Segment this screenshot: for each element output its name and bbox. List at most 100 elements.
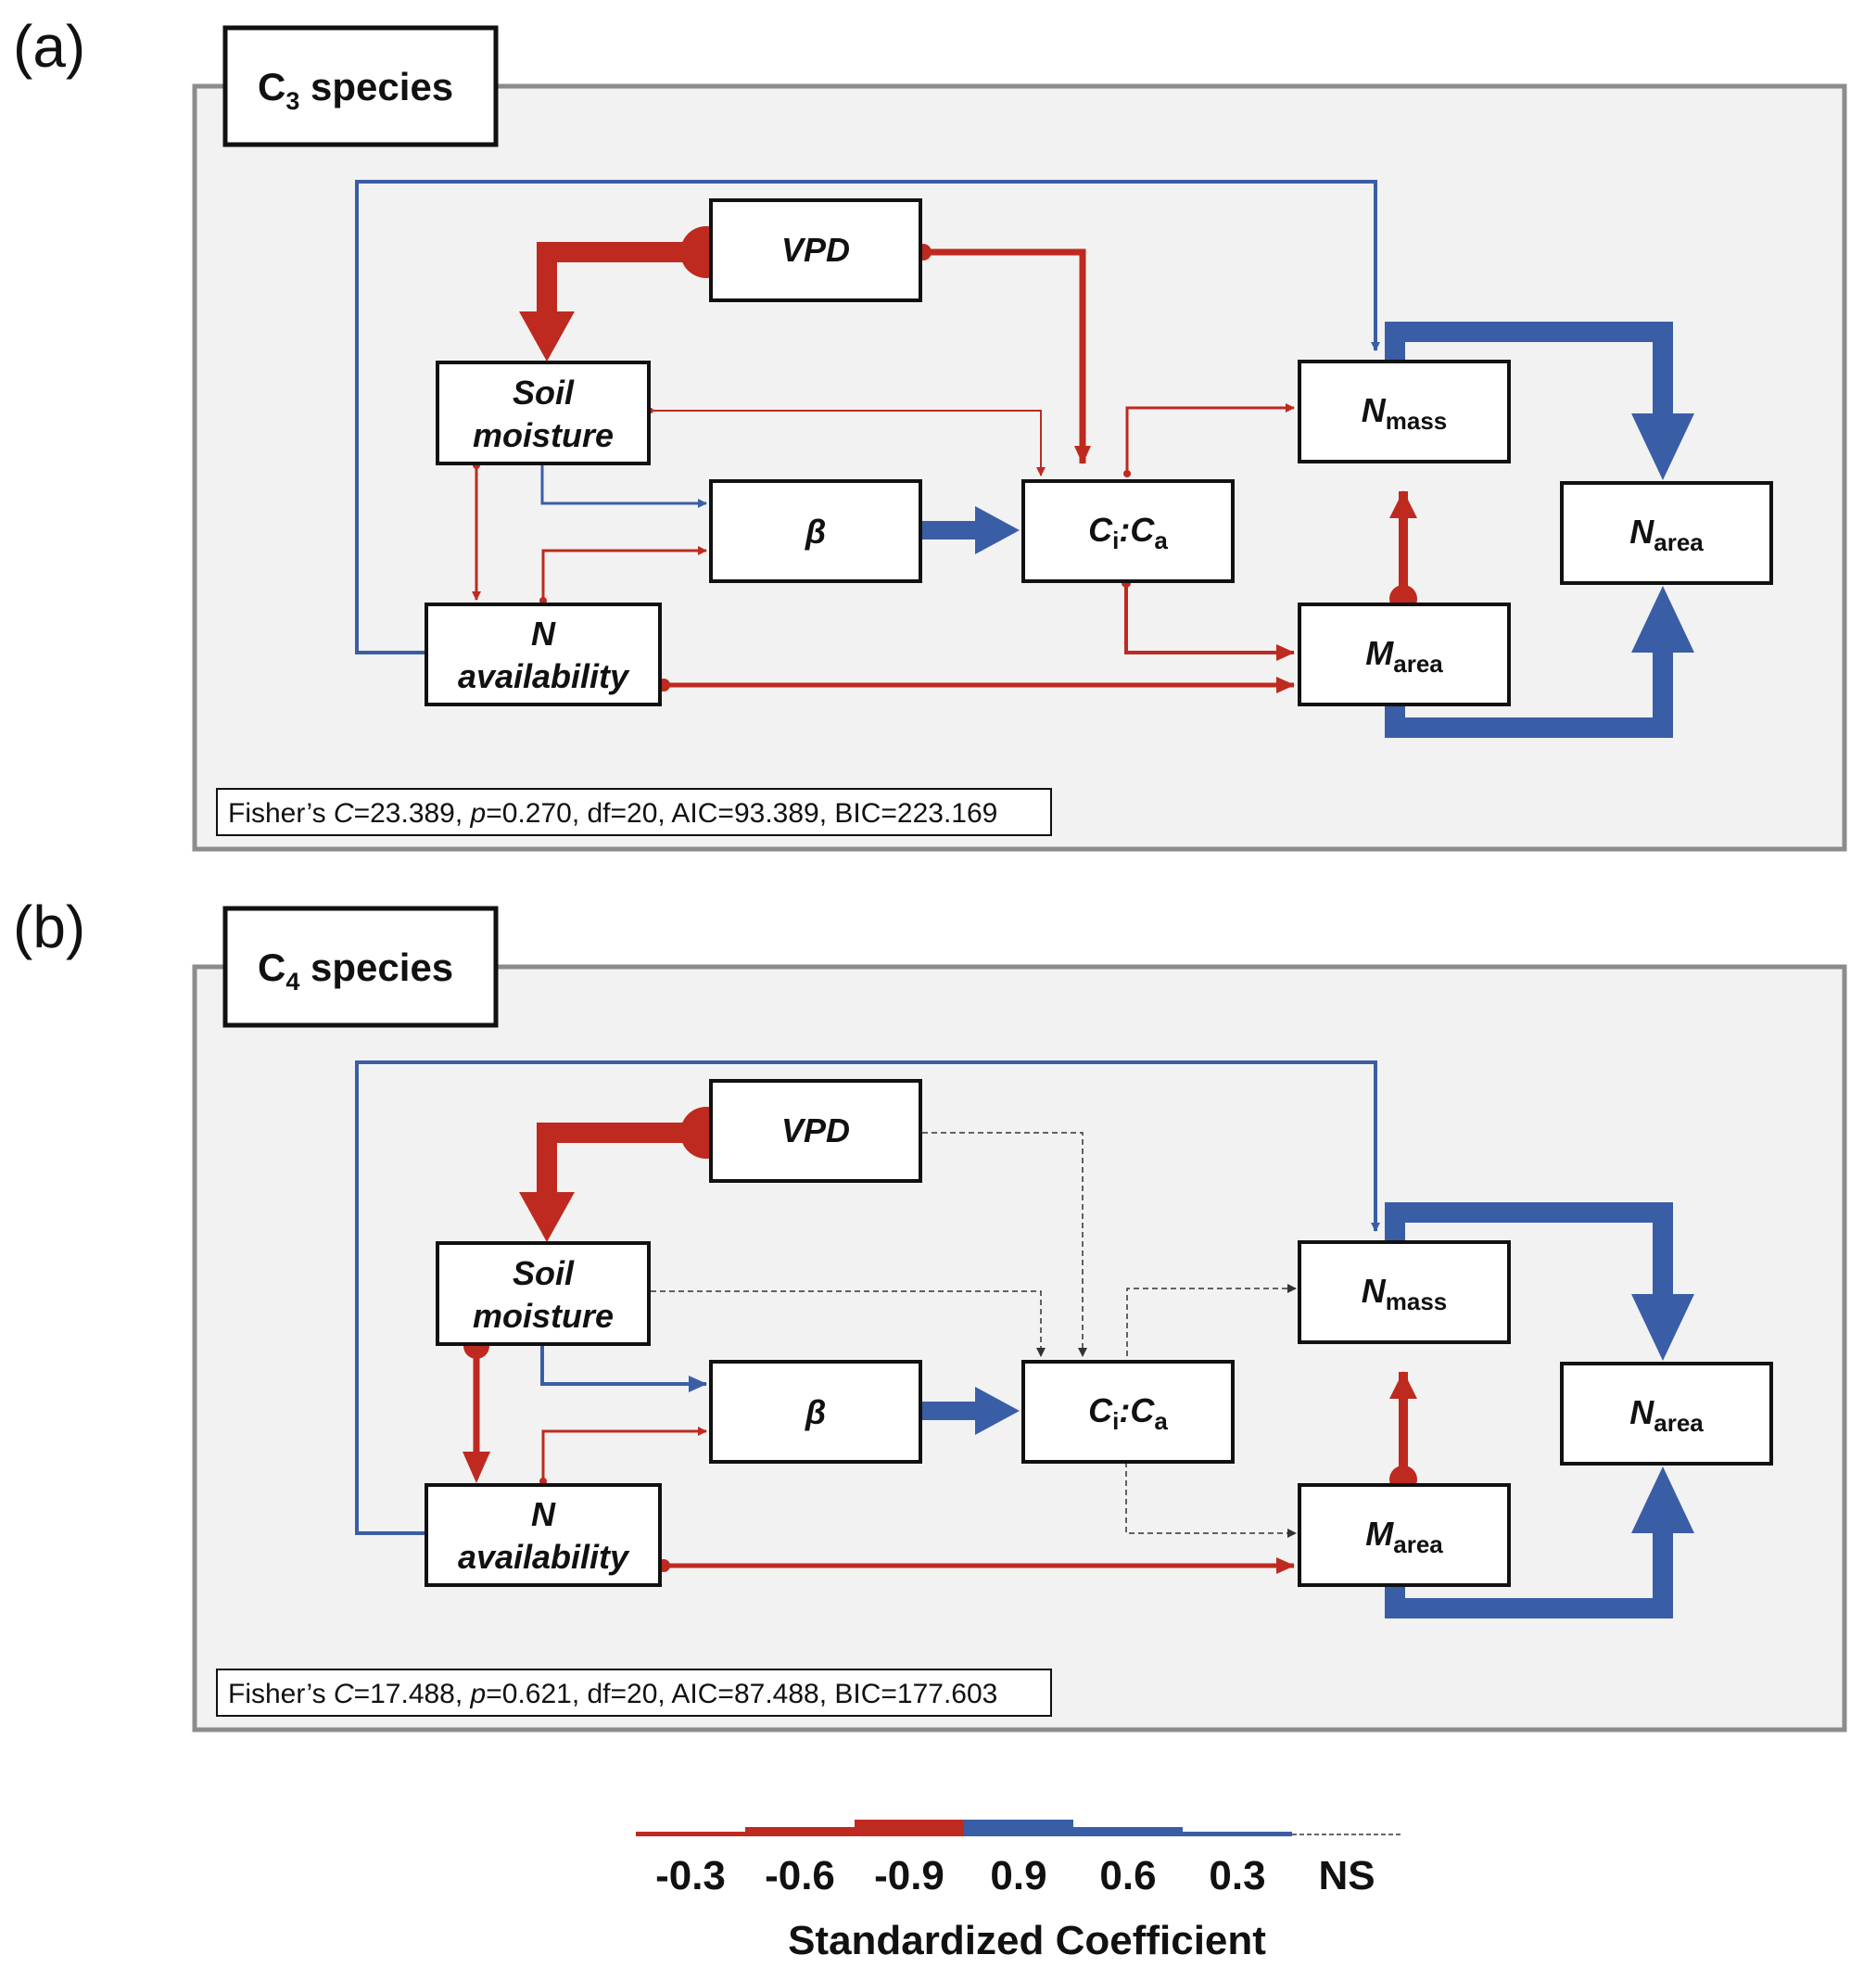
- node-beta-box: [709, 479, 922, 583]
- node-soil-label-1: Soil: [513, 1254, 575, 1292]
- path-vpd-soil: [537, 242, 704, 321]
- node-marea-label: Marea: [1365, 1515, 1443, 1558]
- node-navail-label-2: availability: [458, 1538, 630, 1576]
- legend-swatch-pos-0-9: [964, 1820, 1073, 1836]
- node-navail-box: [425, 603, 662, 706]
- path-nmass-narea: [1385, 322, 1673, 419]
- panel-a-title-box: [222, 25, 499, 147]
- legend-swatch-pos-0-6: [1073, 1827, 1183, 1836]
- node-cica-box: [1021, 479, 1235, 583]
- node-marea-box: [1298, 603, 1511, 706]
- path-nmass-narea-head: [1631, 413, 1694, 480]
- node-narea-box: [1560, 481, 1773, 585]
- node-vpd-label: VPD: [781, 231, 850, 269]
- node-nmass-label: Nmass: [1362, 391, 1448, 435]
- node-beta: β: [709, 479, 922, 583]
- legend-tick-0: -0.3: [655, 1853, 726, 1898]
- path-vpd-cica: [922, 248, 1091, 464]
- legend-swatch-neg-0-6: [745, 1827, 855, 1836]
- path-beta-cica-head: [975, 1387, 1020, 1435]
- path-cica-nmass: [1125, 403, 1295, 476]
- node-navail-label-1: N: [531, 1495, 556, 1533]
- node-beta-label: β: [805, 1393, 826, 1431]
- path-vpd-soil-head: [519, 311, 575, 362]
- node-marea-label: Marea: [1365, 634, 1443, 678]
- legend-tick-2: -0.9: [874, 1853, 944, 1898]
- node-marea-box: [1298, 1483, 1511, 1587]
- node-vpd-label: VPD: [781, 1111, 850, 1149]
- node-narea-label: Narea: [1629, 1393, 1704, 1437]
- panel-a-positive-paths: [355, 180, 1694, 738]
- path-marea-narea-head: [1631, 1466, 1694, 1533]
- node-beta: β: [709, 1360, 922, 1464]
- path-navail-nmass: [355, 180, 1380, 654]
- legend-tick-6: NS: [1318, 1853, 1375, 1898]
- panel-a-letter: (a): [13, 13, 85, 80]
- node-beta-label: β: [805, 513, 826, 551]
- node-narea-box: [1560, 1362, 1773, 1466]
- legend-tick-5: 0.3: [1209, 1853, 1265, 1898]
- panel-b-stats-box: [216, 1669, 1052, 1717]
- path-navail-beta: [541, 1427, 707, 1483]
- path-vpd-cica: [922, 1132, 1087, 1357]
- node-navail-box: [425, 1483, 662, 1587]
- node-soil-moisture: Soil moisture: [436, 361, 651, 465]
- path-navail-nmass: [355, 1060, 1380, 1535]
- legend-swatch-neg-0-9: [855, 1820, 964, 1836]
- path-soil-beta: [540, 463, 707, 508]
- legend-tick-4: 0.6: [1099, 1853, 1156, 1898]
- panel-b-title-text: C4 species: [258, 946, 453, 996]
- node-nmass: Nmass: [1298, 1240, 1511, 1344]
- panel-a-stats-text: Fisher’s C=23.389, p=0.270, df=20, AIC=9…: [228, 798, 997, 829]
- node-nmass-box: [1298, 360, 1511, 463]
- node-ci-ca: Ci:Ca: [1021, 1360, 1235, 1464]
- legend-title: Standardized Coefficient: [788, 1918, 1266, 1963]
- node-soil-box: [436, 1241, 651, 1346]
- node-narea-label: Narea: [1629, 513, 1704, 556]
- node-navail-label-1: N: [531, 615, 556, 653]
- path-navail-beta: [541, 546, 707, 603]
- path-nmass-narea-head: [1631, 1294, 1694, 1361]
- node-soil-label-2: moisture: [473, 1297, 614, 1335]
- path-vpd-soil-head: [519, 1192, 575, 1242]
- node-marea: Marea: [1298, 603, 1511, 706]
- path-soil-cica: [649, 410, 1046, 476]
- node-vpd: VPD: [709, 198, 922, 302]
- coefficient-legend: -0.3 -0.6 -0.9 0.9 0.6 0.3 NS Standardiz…: [636, 1820, 1401, 1963]
- path-nmass-narea: [1385, 1202, 1673, 1300]
- path-cica-marea: [1125, 1462, 1297, 1538]
- node-nmass-box: [1298, 1240, 1511, 1344]
- node-navail-label-2: availability: [458, 657, 630, 695]
- node-vpd: VPD: [709, 1079, 922, 1183]
- panel-a-stats: Fisher’s C=23.389, p=0.270, df=20, AIC=9…: [216, 788, 1052, 836]
- panel-b-positive-paths: [355, 1060, 1694, 1618]
- panel-b-stats: Fisher’s C=17.488, p=0.621, df=20, AIC=8…: [216, 1669, 1052, 1717]
- path-beta-cica-head: [975, 506, 1020, 554]
- node-vpd-box: [709, 198, 922, 302]
- node-narea: Narea: [1560, 1362, 1773, 1466]
- path-cica-nmass-origin: [1123, 470, 1131, 477]
- node-cica-label: Ci:Ca: [1088, 1391, 1168, 1435]
- node-narea: Narea: [1560, 481, 1773, 585]
- legend-swatch-neg-0-3: [636, 1832, 745, 1836]
- path-soil-beta: [540, 1344, 707, 1392]
- node-soil-label-1: Soil: [513, 374, 575, 412]
- path-cica-marea: [1124, 581, 1295, 661]
- node-n-availability: N availability: [425, 603, 662, 706]
- legend-tick-3: 0.9: [990, 1853, 1046, 1898]
- panel-b-letter: (b): [13, 894, 85, 960]
- panel-a-title: C3 species: [222, 25, 499, 147]
- path-marea-narea-head: [1631, 586, 1694, 653]
- panel-b-title-box: [222, 906, 499, 1028]
- legend-tick-1: -0.6: [765, 1853, 835, 1898]
- node-cica-label: Ci:Ca: [1088, 511, 1168, 554]
- node-n-availability: N availability: [425, 1483, 662, 1587]
- node-soil-label-2: moisture: [473, 416, 614, 454]
- legend-swatch-pos-0-3: [1183, 1832, 1292, 1836]
- path-vpd-soil: [537, 1123, 704, 1201]
- path-cica-nmass: [1126, 1284, 1297, 1356]
- panel-b-stats-text: Fisher’s C=17.488, p=0.621, df=20, AIC=8…: [228, 1679, 997, 1709]
- node-nmass: Nmass: [1298, 360, 1511, 463]
- panel-a-title-text: C3 species: [258, 65, 453, 115]
